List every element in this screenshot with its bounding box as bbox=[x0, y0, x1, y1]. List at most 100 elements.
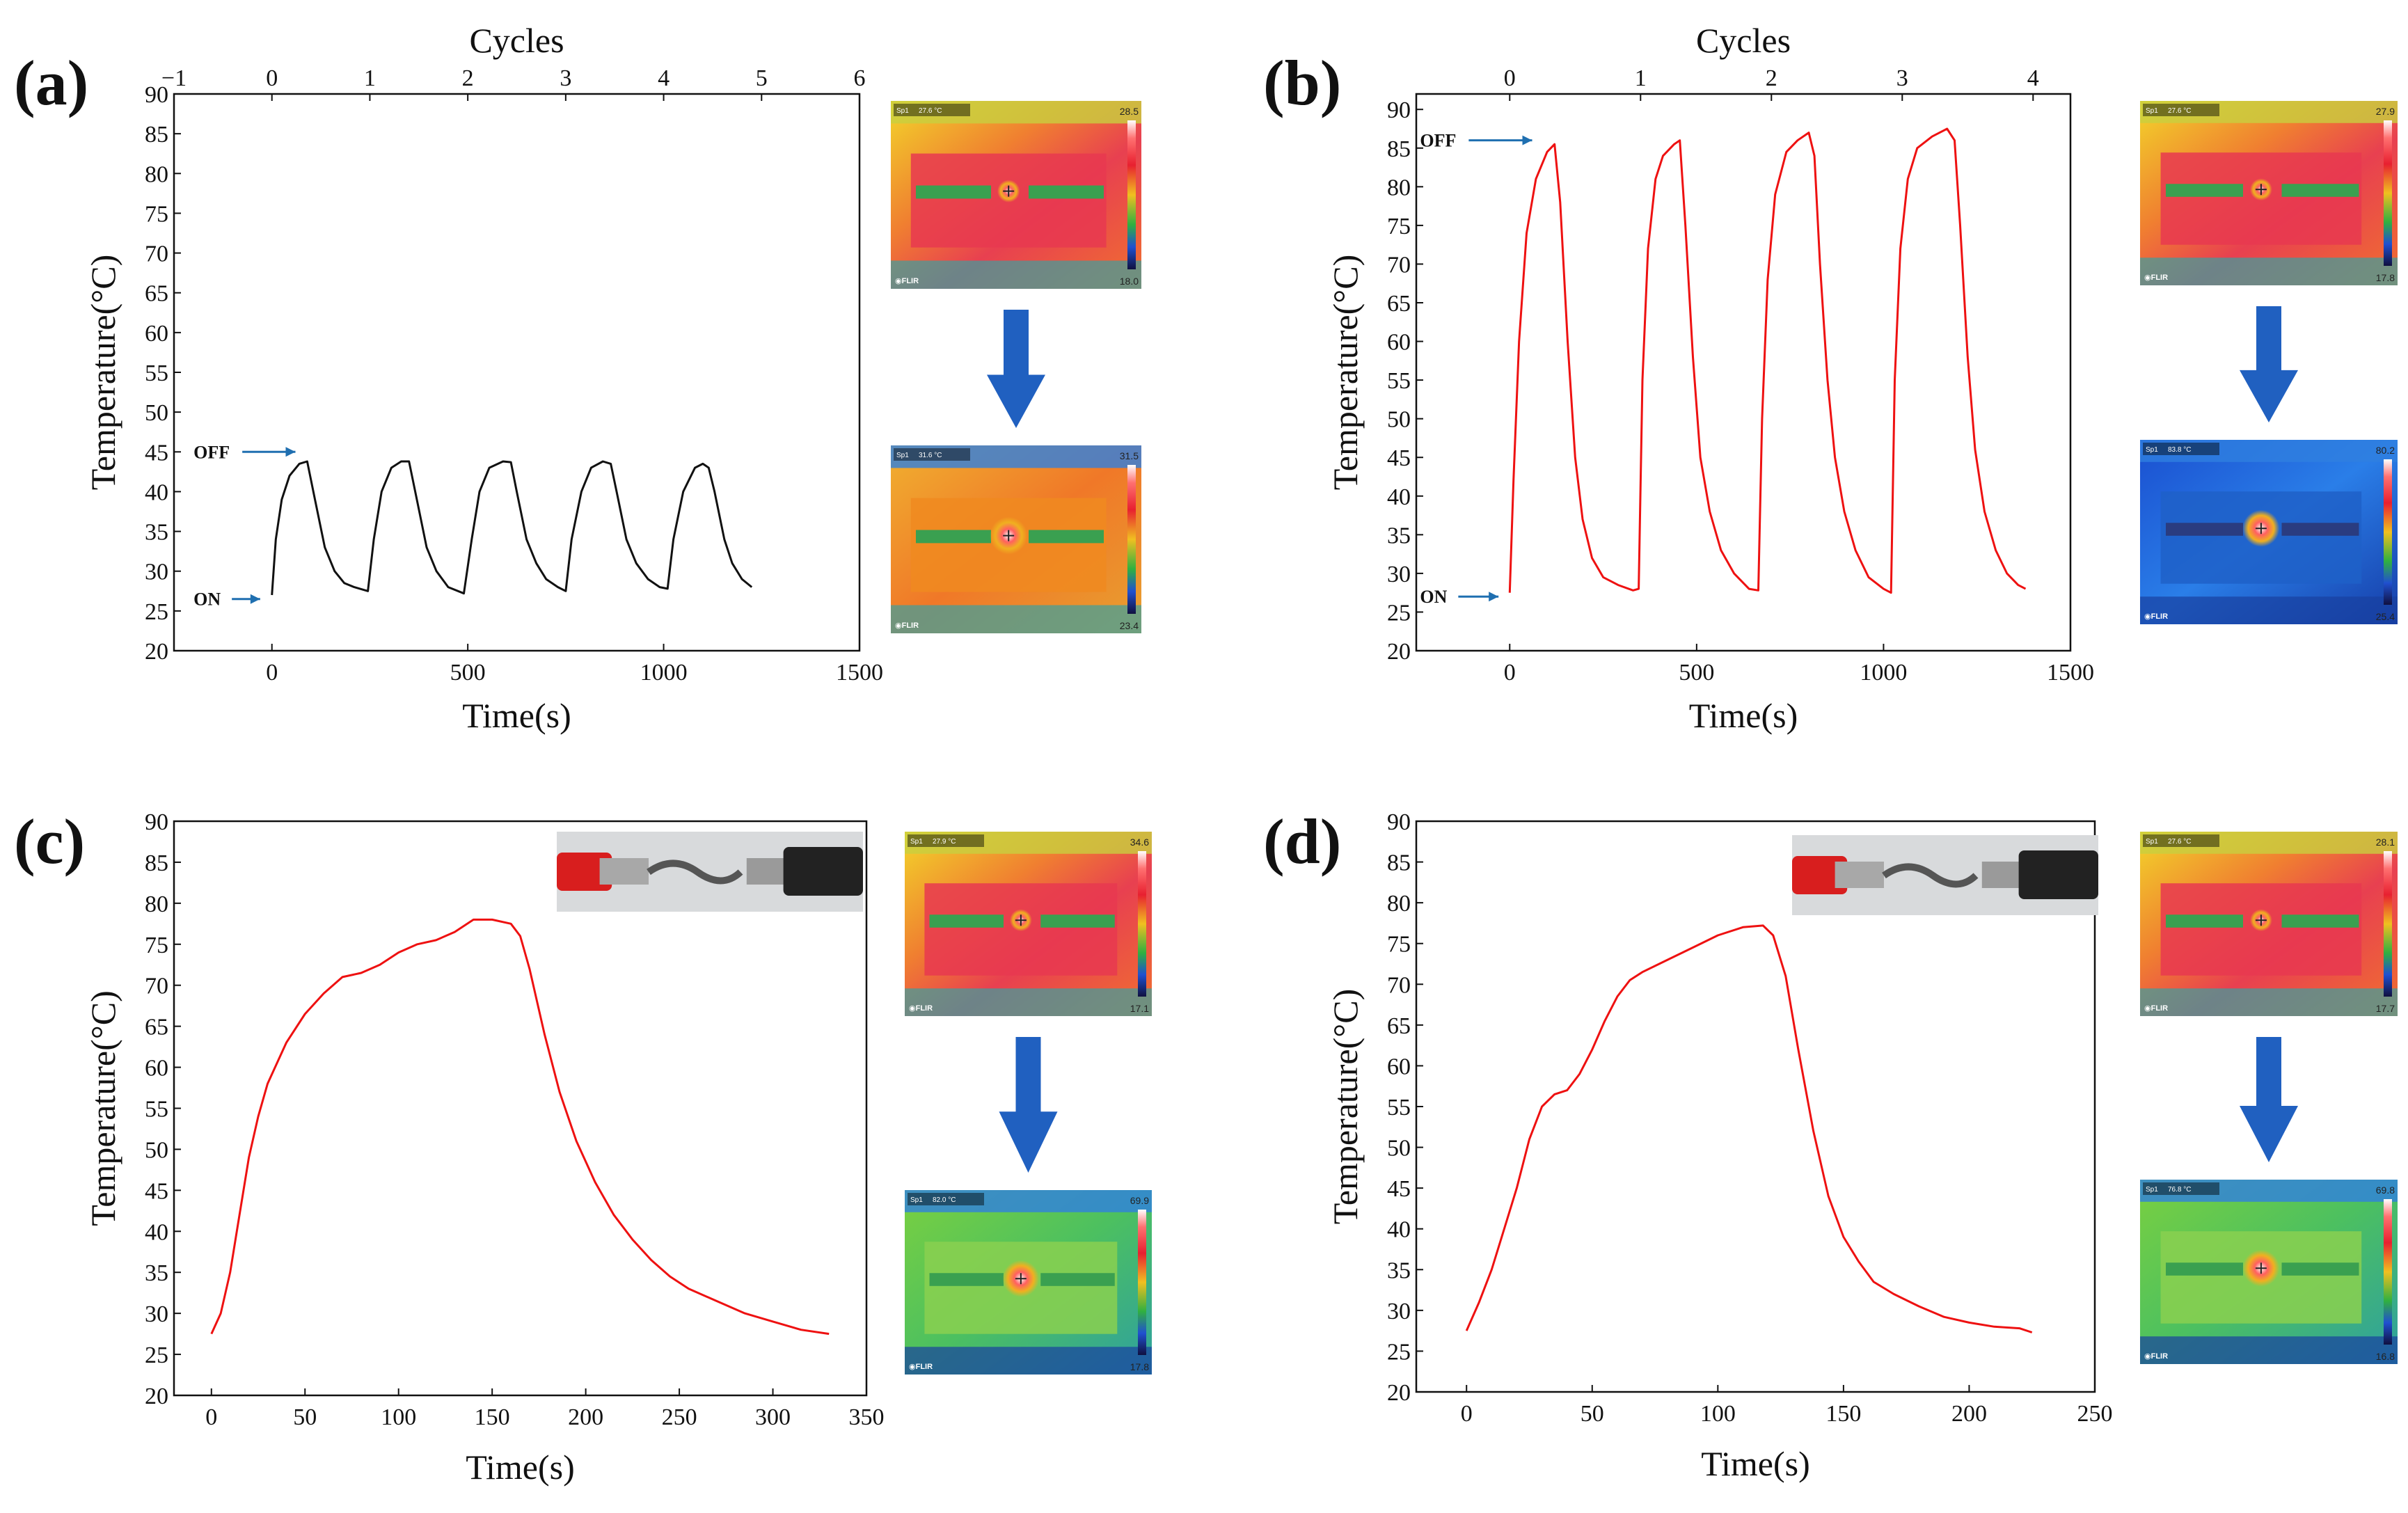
thermal-colorbar bbox=[1127, 120, 1136, 269]
series-line-c bbox=[210, 918, 830, 1336]
plot-frame bbox=[1415, 93, 2072, 652]
arrow-shaft bbox=[2256, 306, 2281, 374]
thermal-electrode-left bbox=[2166, 184, 2243, 197]
thermal-colorbar bbox=[2384, 851, 2392, 997]
x-tick-label: 1000 bbox=[1860, 660, 1907, 686]
y-tick-label: 40 bbox=[145, 1219, 168, 1245]
thermal-max-value: 69.9 bbox=[1130, 1195, 1149, 1206]
top-tick-label: 1 bbox=[364, 65, 376, 91]
crosshair-icon bbox=[1003, 530, 1015, 541]
red-clamp bbox=[557, 853, 612, 891]
thermal-spot-value: 27.6 °C bbox=[919, 107, 942, 115]
top-tick-label: 5 bbox=[756, 65, 768, 91]
y-tick-label: 85 bbox=[145, 122, 168, 148]
x-tick-label: 100 bbox=[1700, 1401, 1736, 1427]
x-tick-label: 50 bbox=[293, 1404, 317, 1430]
black-clamp bbox=[783, 847, 863, 896]
x-tick-label: 250 bbox=[2077, 1401, 2113, 1427]
red-clamp-jaw bbox=[599, 858, 649, 885]
y-tick-label: 75 bbox=[145, 933, 168, 958]
thermal-readout-box bbox=[894, 448, 970, 461]
crosshair-icon bbox=[2255, 914, 2267, 926]
thermal-spot-value: 27.6 °C bbox=[2168, 107, 2191, 115]
y-tick-label: 55 bbox=[145, 361, 168, 386]
annotation-arrow-head bbox=[1522, 135, 1532, 145]
thermal-readout-box bbox=[2143, 104, 2219, 116]
thermal-electrode-left bbox=[916, 530, 991, 544]
top-tick-label: 3 bbox=[560, 65, 571, 91]
y-axis-title: Temperature(°C) bbox=[1326, 989, 1365, 1225]
thermal-spot-label: Sp1 bbox=[910, 1196, 923, 1204]
thermal-min-value: 17.8 bbox=[1130, 1361, 1149, 1372]
thermal-min-value: 25.4 bbox=[2376, 611, 2395, 622]
y-tick-label: 90 bbox=[1387, 97, 1411, 123]
arrow-shaft bbox=[1015, 1037, 1041, 1116]
thermal-spot-value: 31.6 °C bbox=[919, 452, 942, 459]
top-tick-label: 4 bbox=[2027, 65, 2039, 91]
y-axis-title: Temperature(°C) bbox=[84, 990, 122, 1226]
thermal-bottom-band bbox=[891, 605, 1141, 633]
y-tick-label: 60 bbox=[145, 1056, 168, 1082]
thermal-electrode-right bbox=[1040, 914, 1115, 928]
top-tick-label: 2 bbox=[1766, 65, 1777, 91]
arrow-head bbox=[999, 1111, 1058, 1173]
flir-logo: ◉FLIR bbox=[2144, 1004, 2168, 1013]
annotation-on: ON bbox=[1420, 587, 1447, 607]
x-tick-label: 100 bbox=[381, 1404, 416, 1430]
top-tick-label: 0 bbox=[266, 65, 278, 91]
thermal-readout-box bbox=[908, 834, 984, 847]
y-tick-label: 50 bbox=[1387, 407, 1411, 433]
thermal-spot-value: 27.9 °C bbox=[933, 838, 956, 846]
thermal-image-d-after: 69.8 16.8 Sp1 76.8 °C ◉FLIR bbox=[2140, 1180, 2398, 1364]
y-tick-label: 55 bbox=[145, 1097, 168, 1123]
crosshair-icon bbox=[2255, 184, 2267, 196]
top-axis-title: Cycles bbox=[469, 21, 564, 60]
thermal-electrode-left bbox=[916, 185, 991, 199]
flir-logo: ◉FLIR bbox=[2144, 612, 2168, 621]
y-tick-label: 90 bbox=[145, 809, 168, 835]
y-tick-label: 85 bbox=[1387, 136, 1411, 162]
x-tick-label: 0 bbox=[205, 1404, 217, 1430]
y-tick-label: 90 bbox=[145, 82, 168, 108]
thermal-min-value: 18.0 bbox=[1120, 276, 1139, 287]
top-tick-label: 1 bbox=[1635, 65, 1647, 91]
thermal-electrode-left bbox=[2166, 914, 2243, 928]
thermal-electrode-right bbox=[1040, 1273, 1115, 1286]
y-tick-label: 45 bbox=[1387, 445, 1411, 471]
arrow-head bbox=[2240, 370, 2298, 422]
y-tick-label: 35 bbox=[145, 520, 168, 546]
down-arrow-c bbox=[999, 1037, 1058, 1173]
arrow-head bbox=[987, 374, 1045, 428]
x-tick-label: 250 bbox=[662, 1404, 697, 1430]
sample-strip bbox=[1882, 863, 1979, 888]
thermal-top-band bbox=[2140, 440, 2398, 462]
y-tick-label: 80 bbox=[145, 161, 168, 187]
thermal-electrode-right bbox=[2281, 184, 2359, 197]
thermal-electrode-right bbox=[2281, 1262, 2359, 1276]
thermal-top-band bbox=[2140, 1180, 2398, 1202]
y-tick-label: 20 bbox=[145, 1384, 168, 1409]
thermal-image-d-before: 28.1 17.7 Sp1 27.6 °C ◉FLIR bbox=[2140, 832, 2398, 1016]
thermal-spot-value: 76.8 °C bbox=[2168, 1186, 2191, 1194]
clamp-photo-c bbox=[557, 832, 863, 912]
annotation-arrow-head bbox=[285, 447, 296, 457]
thermal-max-value: 69.8 bbox=[2376, 1185, 2395, 1196]
y-axis-title: Temperature(°C) bbox=[84, 255, 122, 491]
top-tick-label: 2 bbox=[462, 65, 474, 91]
thermal-electrode-left bbox=[2166, 1262, 2243, 1276]
thermal-electrode-right bbox=[2281, 914, 2359, 928]
thermal-min-value: 17.7 bbox=[2376, 1003, 2395, 1014]
arrow-shaft bbox=[1004, 310, 1029, 379]
y-tick-label: 25 bbox=[145, 599, 168, 625]
flir-logo: ◉FLIR bbox=[895, 621, 919, 630]
y-tick-label: 65 bbox=[1387, 291, 1411, 317]
x-tick-label: 150 bbox=[1825, 1401, 1861, 1427]
thermal-bottom-band bbox=[905, 1347, 1152, 1375]
flir-logo: ◉FLIR bbox=[895, 277, 919, 285]
thermal-top-band bbox=[891, 445, 1141, 468]
sample-strip bbox=[647, 860, 743, 885]
x-tick-label: 200 bbox=[568, 1404, 603, 1430]
y-tick-label: 45 bbox=[145, 1178, 168, 1204]
y-tick-label: 30 bbox=[145, 560, 168, 585]
